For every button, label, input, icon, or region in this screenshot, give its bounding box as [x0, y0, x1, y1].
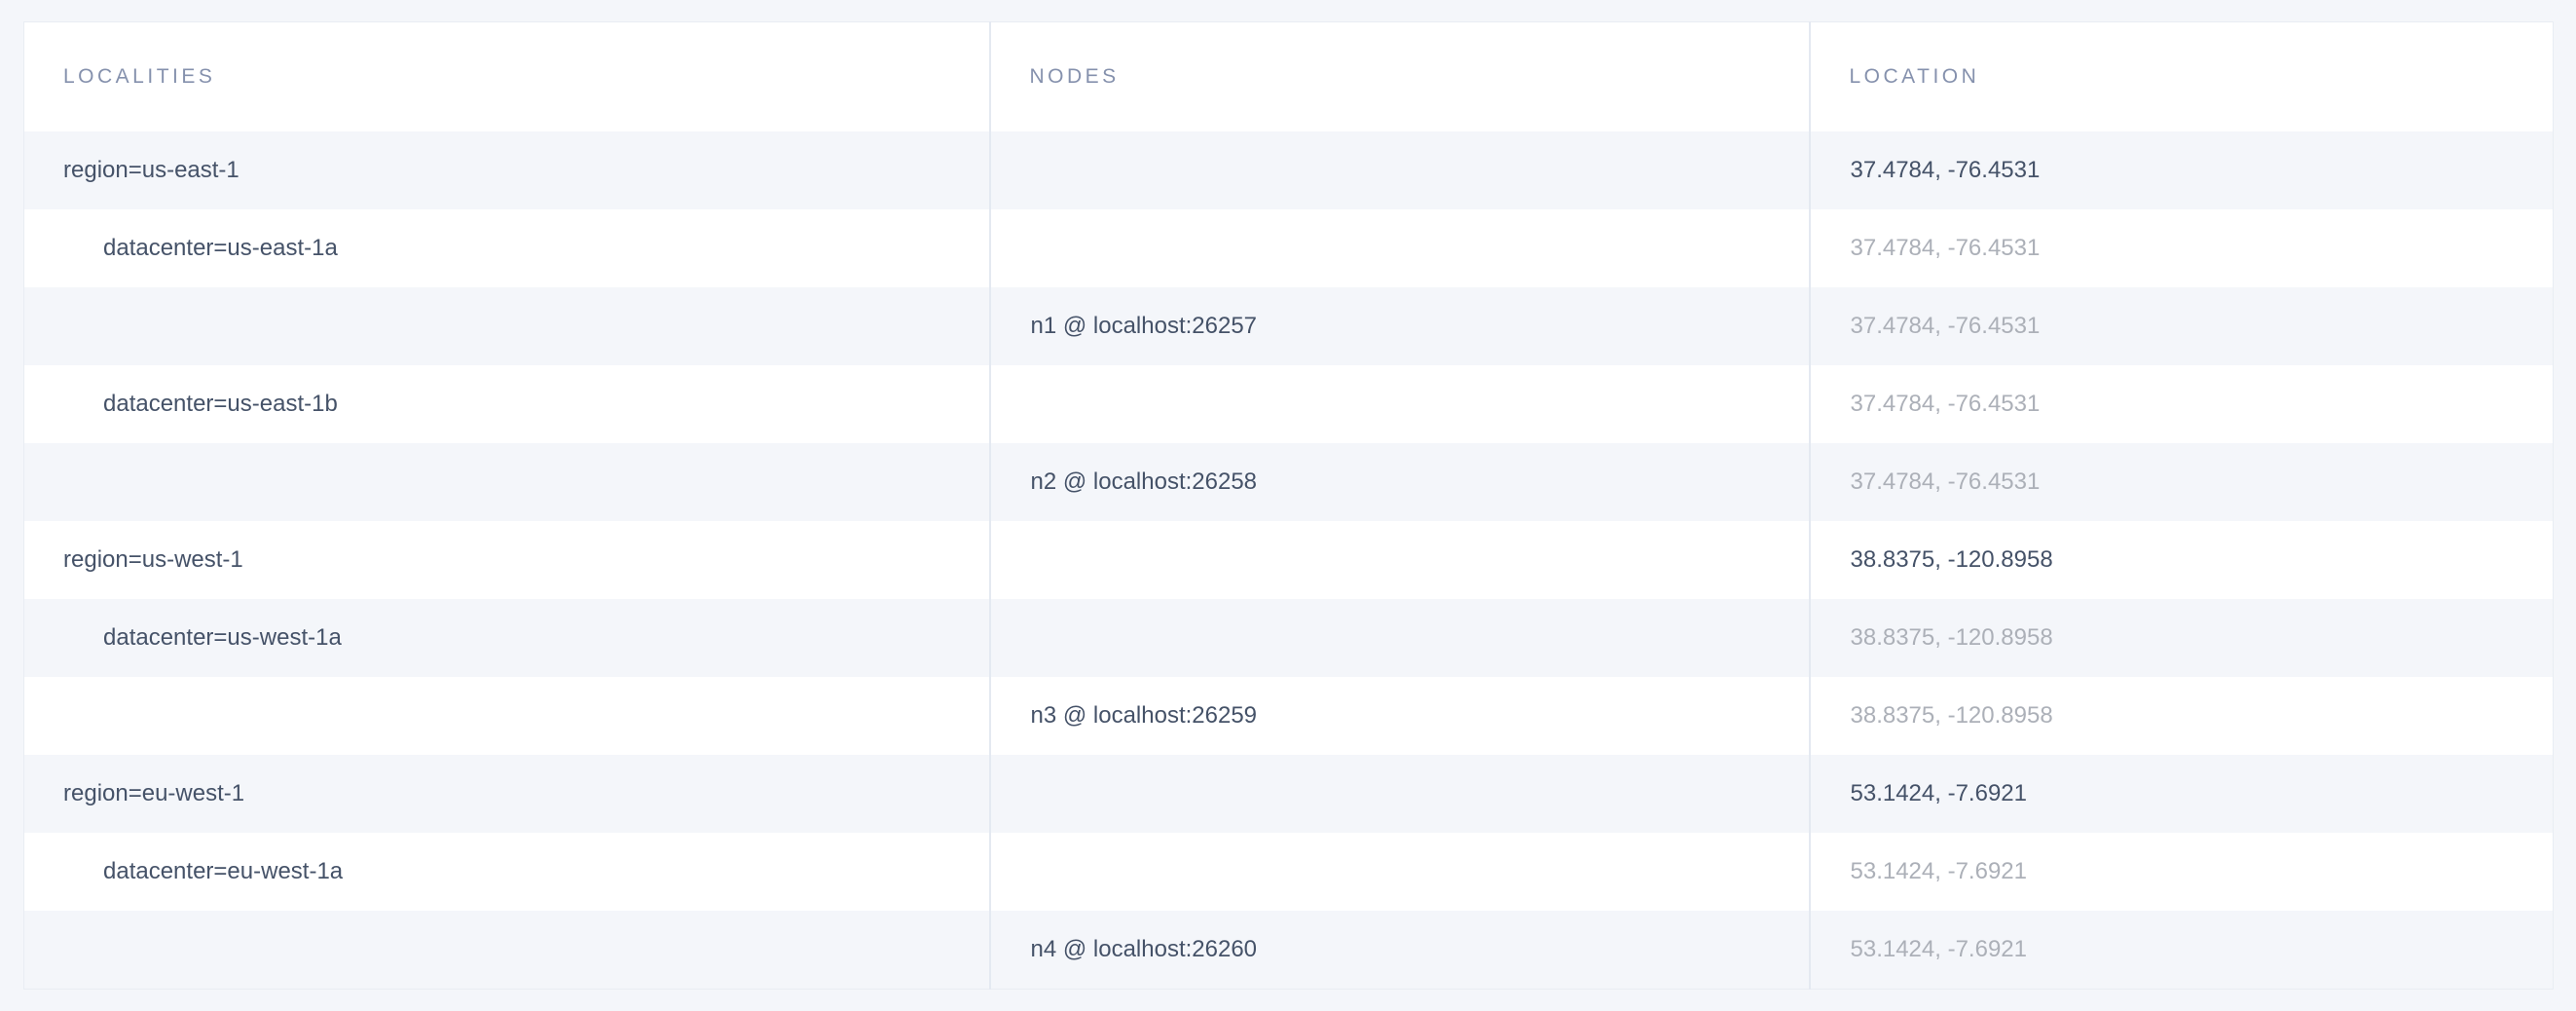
table-row-datacenter: datacenter=us-west-1a 38.8375, -120.8958	[23, 599, 2554, 677]
locality-cell: datacenter=us-east-1a	[103, 235, 338, 261]
table-row-region: region=us-east-1 37.4784, -76.4531	[23, 131, 2554, 209]
localities-table-container: LOCALITIES NODES LOCATION region=us-east…	[23, 21, 2554, 990]
table-row-region: region=eu-west-1 53.1424, -7.6921	[23, 755, 2554, 833]
header-row: LOCALITIES NODES LOCATION	[23, 21, 2554, 131]
locality-cell: datacenter=us-west-1a	[103, 624, 342, 651]
locality-cell	[24, 287, 990, 365]
node-cell	[988, 365, 1810, 443]
column-header-localities: LOCALITIES	[23, 21, 990, 131]
node-cell: n3 @ localhost:26259	[988, 677, 1810, 755]
localities-table: LOCALITIES NODES LOCATION region=us-east…	[23, 21, 2554, 990]
location-cell: 38.8375, -120.8958	[1808, 599, 2554, 677]
table-row-region: region=us-west-1 38.8375, -120.8958	[23, 521, 2554, 599]
locality-cell: datacenter=us-east-1b	[103, 391, 338, 417]
node-cell: n1 @ localhost:26257	[988, 287, 1810, 365]
table-body: region=us-east-1 37.4784, -76.4531 datac…	[23, 131, 2554, 990]
node-cell	[988, 131, 1810, 209]
location-cell: 37.4784, -76.4531	[1808, 131, 2554, 209]
location-cell: 53.1424, -7.6921	[1808, 755, 2554, 833]
table-header: LOCALITIES NODES LOCATION	[23, 21, 2554, 131]
node-cell	[988, 599, 1810, 677]
locality-cell: region=us-east-1	[63, 157, 239, 183]
location-cell: 37.4784, -76.4531	[1808, 365, 2554, 443]
table-row-datacenter: datacenter=us-east-1b 37.4784, -76.4531	[23, 365, 2554, 443]
table-row-node: n3 @ localhost:26259 38.8375, -120.8958	[23, 677, 2554, 755]
locality-cell	[24, 911, 990, 990]
locality-cell: region=eu-west-1	[63, 780, 245, 806]
location-cell: 38.8375, -120.8958	[1808, 677, 2554, 755]
location-cell: 37.4784, -76.4531	[1808, 209, 2554, 287]
node-cell	[988, 755, 1810, 833]
table-row-node: n1 @ localhost:26257 37.4784, -76.4531	[23, 287, 2554, 365]
node-cell: n4 @ localhost:26260	[988, 911, 1810, 990]
table-row-datacenter: datacenter=us-east-1a 37.4784, -76.4531	[23, 209, 2554, 287]
location-cell: 53.1424, -7.6921	[1808, 911, 2554, 990]
locality-cell: region=us-west-1	[63, 546, 243, 573]
table-row-node: n2 @ localhost:26258 37.4784, -76.4531	[23, 443, 2554, 521]
location-cell: 37.4784, -76.4531	[1808, 443, 2554, 521]
location-cell: 37.4784, -76.4531	[1808, 287, 2554, 365]
column-header-nodes: NODES	[988, 21, 1810, 131]
table-row-node: n4 @ localhost:26260 53.1424, -7.6921	[23, 911, 2554, 990]
locality-cell	[24, 443, 990, 521]
locality-cell: datacenter=eu-west-1a	[103, 858, 344, 884]
column-header-location: LOCATION	[1808, 21, 2554, 131]
node-cell	[988, 521, 1810, 599]
location-cell: 53.1424, -7.6921	[1808, 833, 2554, 911]
locality-cell	[24, 677, 990, 755]
node-cell	[988, 833, 1810, 911]
location-cell: 38.8375, -120.8958	[1808, 521, 2554, 599]
node-cell: n2 @ localhost:26258	[988, 443, 1810, 521]
table-row-datacenter: datacenter=eu-west-1a 53.1424, -7.6921	[23, 833, 2554, 911]
node-cell	[988, 209, 1810, 287]
